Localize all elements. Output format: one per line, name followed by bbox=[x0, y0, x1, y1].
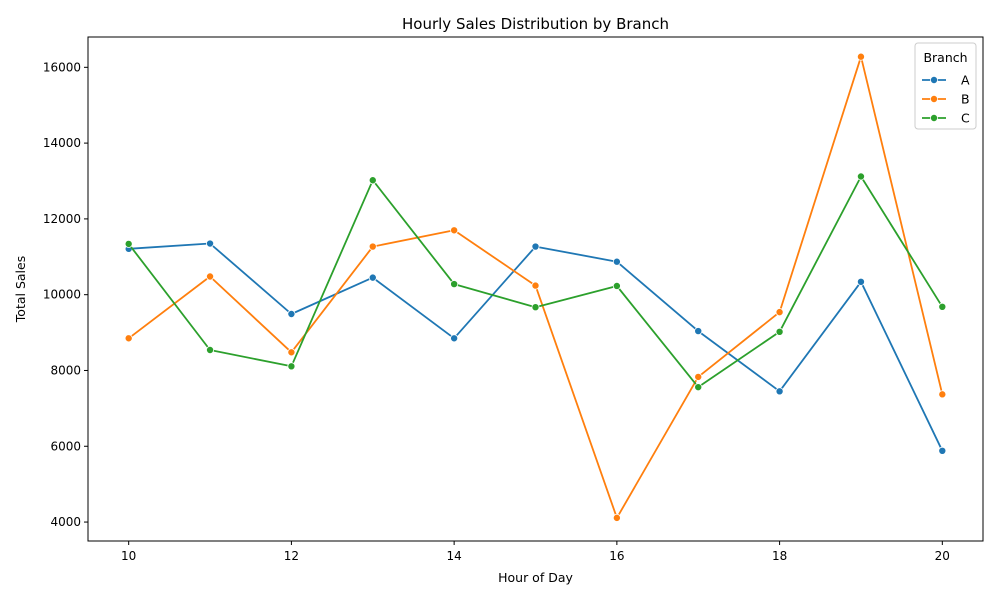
data-point-B bbox=[856, 52, 865, 61]
legend-item-B: B bbox=[922, 92, 970, 107]
data-point-B bbox=[450, 226, 459, 235]
data-point-C bbox=[694, 383, 703, 392]
data-point-C bbox=[938, 302, 947, 311]
legend: Branch ABC bbox=[914, 42, 977, 130]
legend-item-A: A bbox=[922, 73, 970, 88]
y-tick-label: 10000 bbox=[43, 288, 81, 302]
data-point-B bbox=[124, 334, 133, 343]
x-tick-label: 16 bbox=[609, 549, 624, 563]
data-point-C bbox=[124, 239, 133, 248]
legend-label-B: B bbox=[961, 92, 970, 107]
data-point-B bbox=[775, 308, 784, 317]
x-tick-label: 10 bbox=[121, 549, 136, 563]
data-point-A bbox=[368, 273, 377, 282]
data-point-C bbox=[531, 303, 540, 312]
data-point-A bbox=[856, 277, 865, 286]
legend-marker-C bbox=[930, 114, 939, 123]
data-point-A bbox=[287, 310, 296, 319]
x-tick-label: 14 bbox=[446, 549, 461, 563]
data-point-C bbox=[775, 327, 784, 336]
data-point-C bbox=[450, 280, 459, 289]
x-tick-label: 20 bbox=[935, 549, 950, 563]
series-A bbox=[124, 239, 947, 455]
legend-box bbox=[914, 42, 977, 130]
y-tick-label: 6000 bbox=[50, 439, 81, 453]
data-point-C bbox=[368, 176, 377, 185]
data-point-B bbox=[206, 272, 215, 281]
y-axis: 4000 6000 8000 10000 12000 14000 16000 bbox=[43, 60, 88, 529]
series-C bbox=[124, 172, 947, 392]
x-tick-label: 18 bbox=[772, 549, 787, 563]
series-line-A bbox=[128, 242, 944, 452]
data-point-B bbox=[531, 281, 540, 290]
data-point-A bbox=[938, 446, 947, 455]
data-point-B bbox=[938, 390, 947, 399]
legend-marker-B bbox=[930, 95, 939, 104]
data-point-B bbox=[612, 513, 621, 522]
data-point-A bbox=[531, 242, 540, 251]
data-point-A bbox=[775, 387, 784, 396]
chart-title: Hourly Sales Distribution by Branch bbox=[402, 15, 669, 33]
x-axis: 10 12 14 16 18 20 bbox=[121, 541, 950, 563]
data-point-A bbox=[694, 327, 703, 336]
y-tick-label: 4000 bbox=[50, 515, 81, 529]
data-point-A bbox=[206, 239, 215, 248]
y-axis-title: Total Sales bbox=[13, 256, 28, 323]
legend-marker-A bbox=[930, 76, 939, 85]
series-layer bbox=[124, 52, 947, 522]
legend-label-A: A bbox=[961, 73, 970, 88]
x-tick-label: 12 bbox=[284, 549, 299, 563]
plot-area-frame bbox=[87, 36, 984, 542]
legend-item-C: C bbox=[922, 111, 970, 126]
data-point-B bbox=[368, 242, 377, 251]
x-axis-title: Hour of Day bbox=[498, 570, 573, 585]
data-point-B bbox=[287, 348, 296, 357]
data-point-A bbox=[450, 334, 459, 343]
y-tick-label: 16000 bbox=[43, 60, 81, 74]
data-point-B bbox=[694, 372, 703, 381]
data-point-C bbox=[612, 281, 621, 290]
y-tick-label: 8000 bbox=[50, 363, 81, 377]
legend-title: Branch bbox=[923, 50, 967, 65]
y-tick-label: 12000 bbox=[43, 212, 81, 226]
series-B bbox=[124, 52, 947, 522]
data-point-A bbox=[612, 257, 621, 266]
legend-label-C: C bbox=[961, 111, 970, 126]
data-point-C bbox=[206, 346, 215, 355]
y-tick-label: 14000 bbox=[43, 136, 81, 150]
data-point-C bbox=[287, 362, 296, 371]
data-point-C bbox=[856, 172, 865, 181]
